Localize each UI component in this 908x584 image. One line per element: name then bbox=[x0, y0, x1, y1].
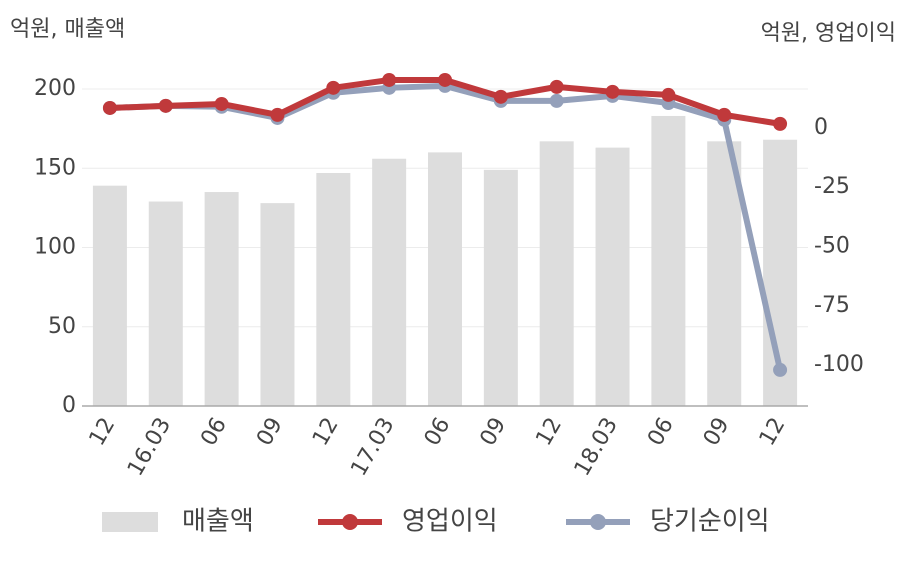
point bbox=[270, 107, 285, 122]
x-tick-label: 18.03 bbox=[570, 414, 623, 481]
legend-label: 매출액 bbox=[182, 507, 254, 537]
bar bbox=[539, 141, 574, 406]
point bbox=[773, 116, 788, 131]
bar bbox=[595, 147, 630, 406]
point bbox=[717, 107, 732, 122]
point bbox=[661, 87, 676, 102]
point bbox=[326, 80, 341, 95]
bar bbox=[651, 115, 686, 406]
bar bbox=[483, 169, 518, 406]
point bbox=[549, 93, 564, 108]
bar bbox=[372, 158, 407, 406]
y-tick-label: 100 bbox=[34, 235, 76, 260]
point bbox=[605, 84, 620, 99]
y-tick-label: 150 bbox=[34, 155, 76, 180]
y2-tick-label: 0 bbox=[814, 115, 828, 140]
y2-tick-label: -75 bbox=[814, 293, 850, 318]
point bbox=[158, 98, 173, 113]
x-tick-label: 17.03 bbox=[346, 414, 399, 481]
bar bbox=[428, 152, 462, 406]
x-tick-label: 16.03 bbox=[123, 414, 176, 481]
x-tick-label: 09 bbox=[699, 414, 735, 451]
x-tick-label: 12 bbox=[85, 414, 121, 451]
bar bbox=[707, 141, 742, 406]
y-tick-label: 200 bbox=[34, 76, 76, 101]
x-tick-label: 09 bbox=[476, 414, 512, 451]
point bbox=[382, 72, 397, 87]
bar bbox=[92, 185, 127, 406]
x-tick-label: 12 bbox=[531, 414, 567, 451]
point bbox=[773, 362, 788, 377]
point bbox=[438, 72, 452, 87]
x-tick-label: 09 bbox=[252, 414, 288, 451]
bar bbox=[204, 192, 239, 406]
point bbox=[549, 79, 564, 94]
y2-tick-label: -100 bbox=[814, 352, 864, 377]
x-tick-label: 12 bbox=[755, 414, 791, 451]
legend-swatch bbox=[590, 514, 606, 530]
x-tick-label: 12 bbox=[308, 414, 344, 451]
y-axis-label: 억원, 매출액 bbox=[10, 17, 125, 42]
x-tick-label: 06 bbox=[420, 414, 456, 451]
y-tick-label: 0 bbox=[62, 393, 76, 418]
legend-label: 당기순이익 bbox=[650, 507, 770, 537]
x-tick-label: 06 bbox=[643, 414, 679, 451]
y-tick-label: 50 bbox=[48, 314, 76, 339]
point bbox=[493, 89, 508, 104]
legend-swatch bbox=[342, 514, 358, 530]
y2-tick-label: -25 bbox=[814, 174, 850, 199]
x-tick-label: 06 bbox=[196, 414, 232, 451]
point bbox=[214, 96, 229, 111]
legend-swatch bbox=[102, 512, 158, 532]
bar bbox=[148, 201, 183, 406]
bar bbox=[316, 173, 351, 406]
bar bbox=[260, 203, 295, 406]
legend-label: 영업이익 bbox=[402, 507, 498, 537]
y2-axis-label: 억원, 영업이익 bbox=[761, 21, 896, 46]
point bbox=[102, 100, 117, 115]
y2-tick-label: -50 bbox=[814, 234, 850, 259]
